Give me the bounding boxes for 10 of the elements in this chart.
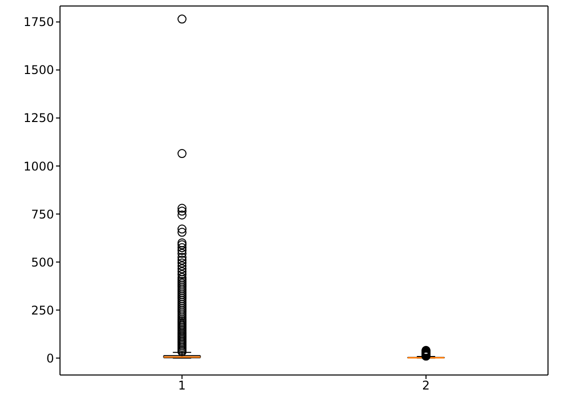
y-tick-label: 500: [31, 255, 54, 270]
y-tick-label: 250: [31, 303, 54, 318]
y-tick-label: 750: [31, 207, 54, 222]
y-tick-label: 1750: [23, 15, 54, 30]
x-tick-label: 2: [422, 378, 430, 393]
y-tick-label: 1250: [23, 111, 54, 126]
x-tick-label: 1: [178, 378, 186, 393]
y-tick-label: 1500: [23, 63, 54, 78]
y-tick-label: 0: [46, 351, 54, 366]
y-tick-label: 1000: [23, 159, 54, 174]
